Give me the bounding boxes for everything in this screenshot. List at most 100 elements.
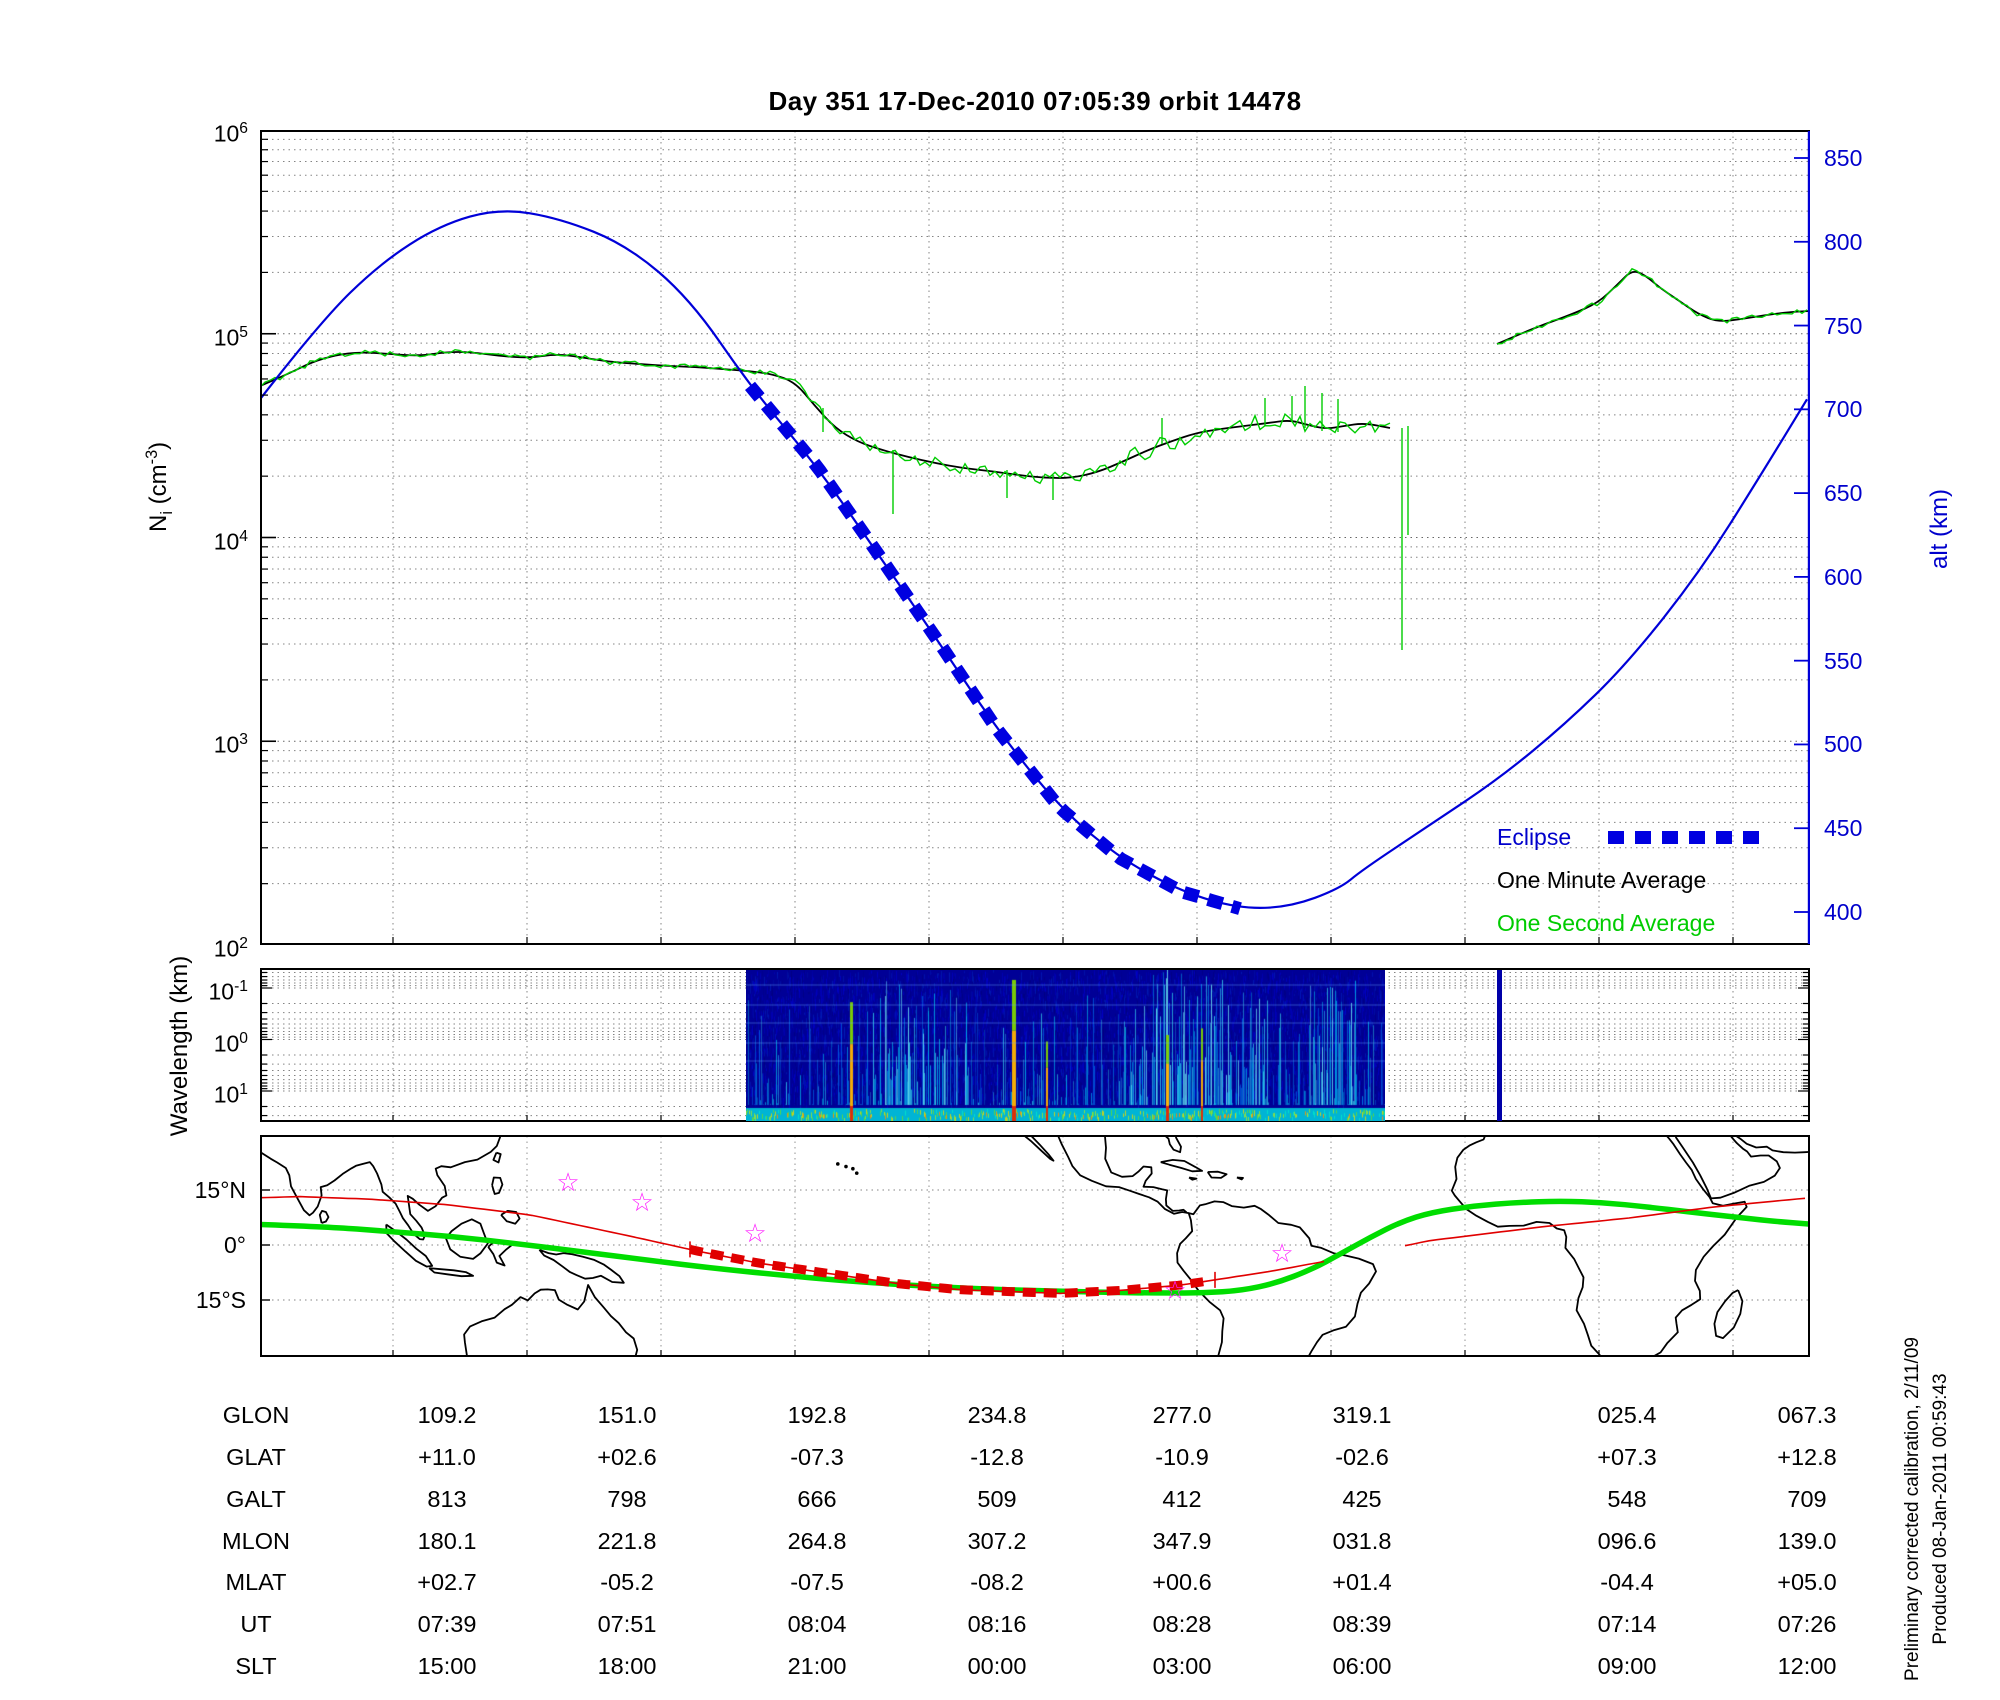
table-cell-mlat: +02.7: [417, 1569, 477, 1595]
panel-frame: [260, 1135, 1810, 1357]
table-cell-glon: 109.2: [417, 1402, 477, 1428]
table-cell-glat: -02.6: [1335, 1444, 1389, 1470]
table-cell-mlon: 347.9: [1152, 1528, 1212, 1554]
table-cell-glat: +07.3: [1597, 1444, 1657, 1470]
table-cell-ut: 07:26: [1777, 1611, 1837, 1637]
density-tick-label: 103: [213, 731, 248, 758]
table-cell-galt: 509: [977, 1486, 1017, 1512]
table-cell-mlon: 031.8: [1332, 1528, 1392, 1554]
side-note-calibration: Preliminary corrected calibration, 2/11/…: [1902, 1337, 1923, 1681]
density-tick-label: 104: [213, 527, 248, 555]
table-cell-slt: 00:00: [967, 1653, 1027, 1679]
station-star-icon: ☆: [630, 1187, 653, 1217]
table-cell-mlat: +00.6: [1152, 1569, 1212, 1595]
table-cell-mlon: 264.8: [787, 1528, 847, 1554]
station-star-icon: ☆: [1163, 1275, 1186, 1305]
wavelength-tick-label: 101: [213, 1081, 248, 1108]
altitude-tick-label: 450: [1824, 815, 1863, 842]
side-note-produced: Produced 08-Jan-2011 00:59:43: [1930, 1373, 1951, 1645]
wavelength-spectrogram-panel: [260, 968, 1810, 1122]
table-row-label: GLON: [222, 1402, 290, 1428]
table-cell-ut: 08:04: [787, 1611, 847, 1637]
latitude-tick-label: 15°S: [195, 1287, 246, 1313]
altitude-tick-label: 400: [1824, 899, 1863, 925]
station-star-icon: ☆: [743, 1218, 766, 1248]
table-cell-ut: 08:39: [1332, 1611, 1392, 1637]
page-title: Day 351 17-Dec-2010 07:05:39 orbit 14478: [768, 86, 1302, 116]
legend-eclipse-dash-swatch: [1608, 831, 1770, 844]
magnetic-equator-line: [260, 1198, 1810, 1296]
table-cell-glon: 277.0: [1152, 1402, 1212, 1428]
table-cell-ut: 07:39: [417, 1611, 477, 1637]
table-row-label: UT: [240, 1611, 272, 1637]
table-cell-slt: 12:00: [1777, 1653, 1837, 1679]
table-cell-mlat: -08.2: [970, 1569, 1024, 1595]
table-cell-glon: 234.8: [967, 1402, 1027, 1428]
table-cell-slt: 21:00: [787, 1653, 847, 1679]
gridlines: [261, 131, 1809, 944]
table-cell-glon: 192.8: [787, 1402, 847, 1428]
altitude-tick-label: 500: [1824, 731, 1863, 758]
table-cell-glat: -12.8: [970, 1444, 1024, 1470]
table-cell-glat: +11.0: [418, 1444, 476, 1470]
table-row-label: MLON: [222, 1528, 290, 1554]
ground-track-line: [260, 1195, 1806, 1295]
panel-frame: [260, 968, 1810, 1122]
spectrogram-isolated-stripe: [1497, 970, 1502, 1121]
table-row-label: MLAT: [225, 1569, 287, 1595]
altitude-tick-label: 850: [1824, 145, 1863, 171]
axis-ticks: [260, 1189, 1734, 1357]
table-cell-glat: +02.6: [597, 1444, 657, 1470]
table-cell-galt: 548: [1607, 1486, 1647, 1512]
table-cell-mlon: 307.2: [967, 1528, 1027, 1554]
table-cell-mlat: +01.4: [1332, 1569, 1392, 1595]
latitude-tick-label: 0°: [224, 1232, 246, 1258]
table-cell-mlon: 139.0: [1777, 1528, 1837, 1554]
table-cell-glon: 319.1: [1332, 1402, 1392, 1428]
wavelength-tick-label: 100: [213, 1029, 248, 1057]
table-row-label: GLAT: [226, 1444, 286, 1470]
table-cell-mlat: -05.2: [600, 1569, 654, 1595]
legend-eclipse-label: Eclipse: [1497, 824, 1572, 850]
table-cell-mlat: +05.0: [1777, 1569, 1837, 1595]
table-cell-slt: 15:00: [417, 1653, 477, 1679]
altitude-tick-label: 650: [1824, 480, 1863, 507]
table-cell-mlon: 180.1: [417, 1528, 477, 1554]
density-altitude-chart: [260, 130, 1810, 945]
altitude-tick-label: 750: [1824, 312, 1863, 339]
altitude-tick-label: 700: [1824, 396, 1863, 423]
table-cell-glat: -10.9: [1155, 1444, 1209, 1470]
density-axis-label: Ni (cm-3): [143, 441, 176, 532]
table-cell-ut: 07:14: [1597, 1611, 1657, 1637]
density-tick-label: 105: [213, 323, 248, 351]
table-row-label: GALT: [226, 1486, 286, 1512]
table-cell-mlat: -04.4: [1600, 1569, 1654, 1595]
table-row-label: SLT: [235, 1653, 277, 1679]
table-cell-mlon: 221.8: [597, 1528, 657, 1554]
table-cell-slt: 09:00: [1597, 1653, 1657, 1679]
ground-track-map: ☆ ☆ ☆ ☆ ☆: [260, 1135, 1810, 1357]
table-cell-glon: 151.0: [597, 1402, 657, 1428]
table-cell-glat: +12.8: [1777, 1444, 1837, 1470]
table-cell-galt: 709: [1787, 1486, 1827, 1512]
table-cell-galt: 666: [797, 1486, 837, 1512]
table-cell-ut: 07:51: [597, 1611, 657, 1637]
table-cell-slt: 03:00: [1152, 1653, 1212, 1679]
coastlines: [260, 1135, 1810, 1357]
altitude-tick-label: 800: [1824, 228, 1863, 255]
table-cell-ut: 08:16: [967, 1611, 1027, 1637]
table-cell-mlat: -07.5: [790, 1569, 844, 1595]
altitude-axis-label: alt (km): [1926, 489, 1953, 569]
table-cell-galt: 412: [1162, 1486, 1202, 1512]
table-cell-slt: 06:00: [1332, 1653, 1392, 1679]
table-cell-slt: 18:00: [597, 1653, 657, 1679]
table-cell-galt: 798: [607, 1486, 647, 1512]
ground-station-stars: ☆ ☆ ☆ ☆ ☆: [556, 1167, 1293, 1305]
station-star-icon: ☆: [1270, 1238, 1293, 1268]
spectrogram-image: [746, 970, 1385, 1121]
table-cell-mlon: 096.6: [1597, 1528, 1657, 1554]
eclipse-dashes: [745, 381, 1242, 915]
table-cell-glon: 067.3: [1777, 1402, 1837, 1428]
station-star-icon: ☆: [556, 1167, 579, 1197]
